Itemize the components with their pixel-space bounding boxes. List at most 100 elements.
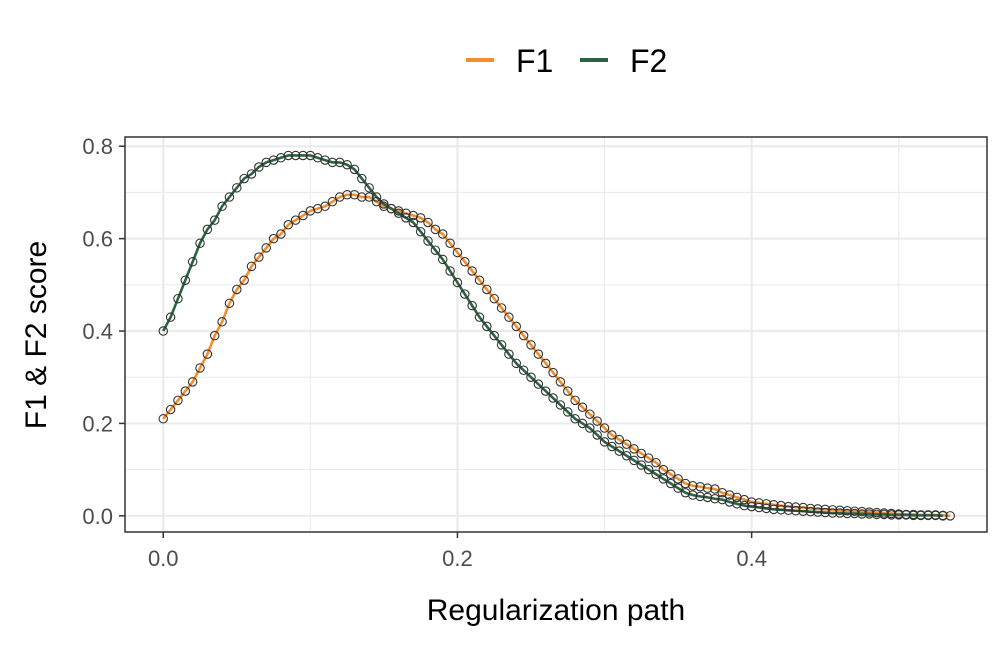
data-point-f2 (445, 266, 455, 276)
data-point-f1 (511, 321, 522, 332)
y-tick-label: 0.4 (82, 319, 113, 344)
data-point-f1 (357, 192, 367, 202)
data-point-f2 (930, 510, 941, 521)
data-point-f1 (423, 217, 433, 228)
data-point-f2 (798, 506, 808, 516)
data-point-f1 (364, 192, 374, 202)
data-point-f1 (592, 416, 602, 426)
data-point-f1 (643, 453, 654, 463)
data-point-f2 (518, 365, 529, 376)
data-point-f2 (342, 159, 352, 170)
data-point-f1 (577, 402, 588, 413)
data-point-f2 (386, 203, 396, 214)
data-point-f2 (290, 150, 301, 161)
data-point-f1 (460, 256, 470, 267)
data-point-f1 (489, 293, 499, 304)
y-axis: 0.0 0.2 0.4 0.6 0.8 (82, 134, 125, 529)
data-point-f2 (555, 400, 566, 410)
plot-panel (125, 137, 987, 532)
data-point-f1 (621, 439, 632, 449)
data-point-f2 (702, 492, 713, 503)
data-point-f2 (452, 277, 463, 288)
data-point-f1 (158, 414, 169, 424)
data-point-f2 (746, 501, 757, 512)
x-tick-label: 0.2 (442, 546, 473, 571)
data-point-f2 (820, 507, 830, 518)
data-point-f2 (158, 326, 169, 336)
data-point-f2 (460, 289, 470, 299)
data-point-f1 (437, 229, 448, 239)
data-point-f2 (688, 490, 698, 500)
x-tick-label: 0.4 (736, 546, 767, 571)
legend: F1 F2 (466, 43, 667, 79)
data-point-f1 (518, 330, 529, 341)
data-point-f1 (673, 474, 683, 484)
data-point-f2 (923, 510, 933, 521)
data-point-f1 (504, 312, 514, 322)
data-point-f1 (761, 499, 772, 509)
data-point-f1 (283, 220, 294, 230)
data-point-f1 (239, 275, 249, 285)
data-point-f2 (526, 372, 536, 382)
y-tick-label: 0.8 (82, 134, 113, 159)
data-point-f2 (658, 474, 669, 484)
data-point-f1 (688, 481, 698, 491)
data-point-f2 (187, 256, 198, 267)
data-point-f1 (209, 330, 220, 341)
data-point-f2 (570, 414, 580, 424)
data-point-f1 (768, 499, 779, 510)
data-point-f2 (849, 508, 860, 519)
data-point-f1 (665, 469, 676, 479)
data-point-f2 (893, 510, 904, 520)
data-point-f2 (916, 510, 926, 521)
data-point-f2 (879, 509, 889, 520)
y-axis-title: F1 & F2 score (20, 241, 53, 429)
data-point-f2 (232, 183, 242, 193)
data-point-f1 (629, 444, 639, 454)
data-point-f1 (320, 201, 330, 212)
data-point-f1 (232, 284, 242, 295)
data-point-f2 (195, 238, 205, 249)
data-point-f1 (540, 358, 551, 369)
y-tick-label: 0.2 (82, 411, 113, 436)
data-point-f2 (805, 506, 816, 517)
data-point-f2 (599, 437, 610, 447)
data-point-f2 (224, 192, 235, 202)
data-point-f2 (467, 300, 477, 311)
data-point-f2 (511, 358, 522, 369)
data-point-f2 (283, 150, 294, 161)
data-point-f2 (710, 493, 720, 504)
legend-label-f1: F1 (516, 43, 553, 79)
data-point-f2 (592, 430, 602, 440)
data-point-f1 (614, 434, 624, 445)
y-tick-label: 0.6 (82, 227, 113, 252)
data-point-f1 (187, 377, 198, 387)
data-point-f1 (636, 448, 647, 459)
data-point-f2 (768, 504, 779, 515)
data-point-f1 (695, 481, 705, 492)
data-point-f1 (658, 464, 669, 475)
data-point-f2 (607, 441, 617, 452)
data-point-f2 (754, 502, 764, 513)
data-point-f2 (621, 451, 632, 461)
data-point-f2 (901, 510, 911, 520)
x-axis-title: Regularization path (427, 594, 686, 627)
y-tick-label: 0.0 (82, 504, 113, 529)
data-point-f2 (842, 508, 853, 519)
data-point-f2 (835, 508, 845, 518)
series-points (158, 150, 955, 521)
data-point-f1 (298, 210, 308, 221)
data-point-f2 (908, 510, 919, 521)
data-point-f1 (599, 423, 610, 433)
series-line-f1 (162, 193, 951, 518)
data-point-f2 (791, 505, 801, 516)
data-point-f2 (393, 208, 404, 218)
data-point-f2 (643, 464, 654, 475)
data-point-f2 (732, 499, 742, 509)
data-point-f2 (724, 497, 735, 507)
data-point-f2 (357, 173, 367, 184)
data-point-f2 (739, 500, 750, 511)
data-point-f2 (504, 349, 514, 359)
data-point-f1 (585, 409, 595, 419)
data-point-f1 (342, 190, 352, 200)
